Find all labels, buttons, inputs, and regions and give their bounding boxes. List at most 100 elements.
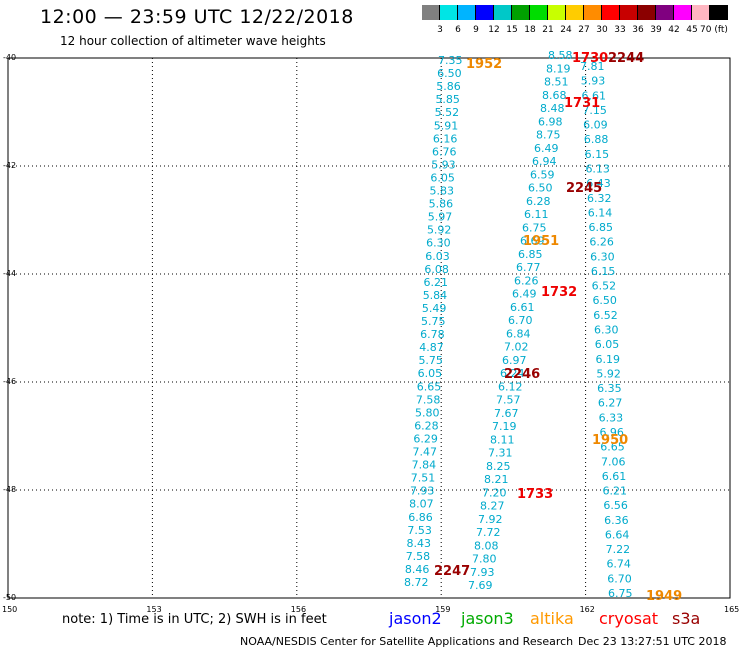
wave-height-value: 6.28 — [526, 195, 551, 208]
footer-note: note: 1) Time is in UTC; 2) SWH is in fe… — [62, 612, 327, 627]
pass-time-label: 2244 — [608, 51, 644, 66]
wave-height-value: 6.30 — [594, 324, 619, 337]
wave-height-value: 7.84 — [412, 459, 437, 472]
wave-height-value: 6.65 — [600, 441, 625, 454]
wave-height-value: 6.32 — [587, 192, 612, 205]
wave-height-value: 8.19 — [546, 62, 571, 75]
wave-height-value: 6.97 — [502, 354, 527, 367]
color-scale-swatch — [458, 5, 476, 20]
color-scale-label: 30 — [596, 25, 608, 35]
longitude-label: 150 — [2, 605, 17, 614]
wave-height-value: 6.49 — [534, 142, 559, 155]
latitude-label: -40 — [3, 53, 16, 62]
pass-time-label: 1951 — [523, 234, 559, 249]
wave-height-value: 6.69 — [520, 235, 545, 248]
wave-height-value: 6.61 — [510, 301, 535, 314]
wave-height-value: 5.91 — [434, 119, 459, 132]
wave-height-value: 7.81 — [580, 60, 605, 73]
wave-height-value: 6.19 — [596, 353, 621, 366]
axis-labels: -40 -42 -44 -46 -48 -50 150 153 156 159 162 165 — [2, 53, 739, 614]
wave-height-value: 5.93 — [431, 158, 456, 171]
credit-text: NOAA/NESDIS Center for Satellite Applica… — [240, 635, 574, 648]
legend-cryosat: cryosat — [599, 609, 659, 628]
wave-height-value: 7.72 — [476, 526, 501, 539]
wave-height-value: 6.78 — [420, 328, 445, 341]
color-scale-label: 3 — [437, 25, 443, 35]
wave-height-value: 8.08 — [474, 539, 499, 552]
wave-height-value: 6.96 — [599, 426, 624, 439]
wave-height-value: 6.11 — [524, 208, 549, 221]
wave-height-value: 5.80 — [415, 406, 440, 419]
wave-height-value: 6.52 — [593, 309, 618, 322]
wave-height-value: 6.50 — [437, 67, 462, 80]
wave-height-value: 7.67 — [494, 407, 519, 420]
color-scale-swatch — [530, 5, 548, 20]
latitude-label: -46 — [3, 377, 16, 386]
wave-height-value: 7.92 — [478, 513, 503, 526]
legend-s3a: s3a — [672, 609, 701, 628]
wave-height-value: 7.19 — [492, 420, 517, 433]
wave-height-value: 6.15 — [585, 148, 610, 161]
wave-height-value: 6.70 — [607, 572, 632, 585]
wave-height-value: 5.85 — [435, 93, 460, 106]
color-scale-swatch — [710, 5, 728, 20]
wave-height-value: 6.05 — [595, 338, 620, 351]
wave-height-value: 6.30 — [590, 250, 615, 263]
color-scale-label: 24 — [560, 25, 572, 35]
color-scale-swatch — [566, 5, 584, 20]
color-scale-label: 6 — [455, 25, 461, 35]
wave-height-value: 6.05 — [418, 367, 443, 380]
wave-height-value: 6.27 — [598, 397, 623, 410]
pass-time-labels: 1952 1730 2244 1731 2245 1951 1732 2246 1950 1733… — [434, 51, 682, 604]
wave-height-value: 8.58 — [548, 49, 573, 62]
color-scale-label: 27 — [578, 25, 590, 35]
pass-time-label: 1952 — [466, 57, 502, 72]
wave-height-value: 6.16 — [433, 132, 458, 145]
wave-height-value: 6.29 — [413, 432, 438, 445]
wave-height-value: 6.30 — [426, 237, 451, 250]
pass-time-label: 1730 — [572, 51, 608, 66]
wave-height-value: 6.85 — [518, 248, 543, 261]
pass-time-label: 1733 — [517, 487, 553, 502]
wave-height-value: 8.72 — [404, 576, 429, 589]
color-scale-label: 70 (ft) — [700, 25, 728, 35]
latitude-label: -44 — [3, 269, 16, 278]
wave-height-value: 4.87 — [419, 341, 444, 354]
wave-height-value: 6.50 — [592, 294, 617, 307]
latitude-label: -42 — [3, 161, 16, 170]
wave-height-value: 8.68 — [542, 89, 567, 102]
wave-height-value: 6.26 — [514, 274, 539, 287]
color-scale-label: 36 — [632, 25, 644, 35]
latitude-label: -48 — [3, 485, 16, 494]
wave-height-value: 6.98 — [538, 115, 563, 128]
color-scale-swatch — [512, 5, 530, 20]
wave-height-value: 8.46 — [405, 563, 430, 576]
wave-height-value: 5.92 — [596, 367, 621, 380]
wave-height-value: 7.22 — [606, 543, 631, 556]
wave-height-value: 7.58 — [406, 550, 431, 563]
color-scale-swatch — [638, 5, 656, 20]
pass-time-label: 2245 — [566, 181, 602, 196]
wave-height-value: 7.69 — [468, 579, 493, 592]
map-frame — [7, 57, 731, 599]
color-scale-label: 42 — [668, 25, 680, 35]
color-scale-swatch — [422, 5, 440, 20]
map-grid — [8, 58, 730, 598]
wave-height-value: 6.50 — [528, 182, 553, 195]
wave-height-value: 6.49 — [512, 288, 537, 301]
wave-height-value: 6.94 — [532, 155, 557, 168]
wave-height-value: 6.13 — [585, 162, 610, 175]
wave-height-value: 7.93 — [410, 485, 435, 498]
wave-height-value: 6.59 — [530, 168, 555, 181]
color-scale-swatch — [584, 5, 602, 20]
wave-height-value: 8.07 — [409, 498, 434, 511]
color-scale-label: 33 — [614, 25, 626, 35]
wave-height-value: 6.65 — [417, 380, 442, 393]
wave-height-value: 8.27 — [480, 500, 505, 513]
wave-height-value: 8.43 — [407, 537, 432, 550]
wave-height-value: 5.75 — [421, 315, 446, 328]
wave-height-value: 6.36 — [604, 514, 629, 527]
wave-height-value: 5.75 — [418, 354, 443, 367]
wave-height-value: 6.86 — [408, 511, 433, 524]
